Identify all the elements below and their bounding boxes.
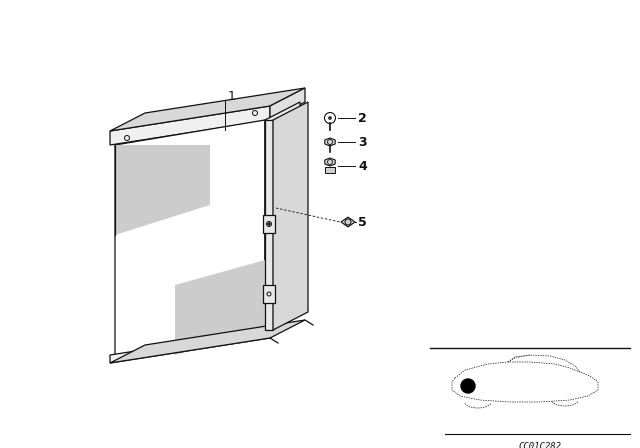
Circle shape	[329, 117, 332, 119]
Text: CC01C282: CC01C282	[518, 442, 561, 448]
Text: 3: 3	[358, 135, 367, 148]
Polygon shape	[265, 102, 300, 330]
Polygon shape	[265, 120, 273, 330]
Polygon shape	[325, 158, 335, 166]
Bar	[325, 167, 335, 173]
Circle shape	[461, 379, 475, 393]
Polygon shape	[325, 138, 335, 146]
Polygon shape	[110, 320, 305, 363]
Polygon shape	[115, 145, 210, 235]
Text: 2: 2	[358, 112, 367, 125]
Polygon shape	[110, 88, 305, 131]
Bar	[263, 215, 275, 233]
Circle shape	[268, 223, 270, 225]
Polygon shape	[115, 120, 265, 355]
Polygon shape	[270, 88, 305, 120]
Polygon shape	[273, 102, 308, 330]
Text: 5: 5	[358, 215, 367, 228]
Polygon shape	[110, 330, 270, 363]
Text: 1: 1	[228, 90, 236, 103]
Polygon shape	[341, 217, 355, 227]
Polygon shape	[175, 260, 265, 355]
Text: 4: 4	[358, 159, 367, 172]
Polygon shape	[110, 106, 270, 145]
Bar	[263, 285, 275, 303]
